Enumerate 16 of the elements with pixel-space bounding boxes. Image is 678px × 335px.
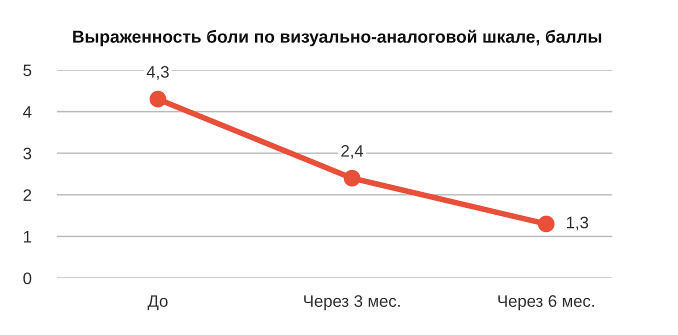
- y-tick-label: 5: [23, 64, 32, 76]
- x-tick-label: Через 6 мес.: [498, 295, 594, 310]
- y-tick-label: 1: [24, 231, 32, 242]
- chart-title: Выраженность боли по визуально-аналоговой шкале, баллы: [73, 30, 602, 46]
- point: [344, 170, 360, 187]
- x-tick-label: До: [148, 295, 168, 310]
- data-label: 2,4: [341, 145, 364, 159]
- y-tick-label: 2: [24, 189, 32, 201]
- y-tick-label: 4: [23, 106, 32, 118]
- point: [538, 216, 555, 232]
- y-tick-label: 3: [23, 148, 32, 160]
- data-label: 1,3: [566, 216, 588, 230]
- y-tick-label: 0: [23, 272, 32, 284]
- data-label: 4,3: [146, 66, 169, 80]
- x-tick-label: Через 3 мес.: [304, 295, 400, 310]
- point: [150, 90, 166, 108]
